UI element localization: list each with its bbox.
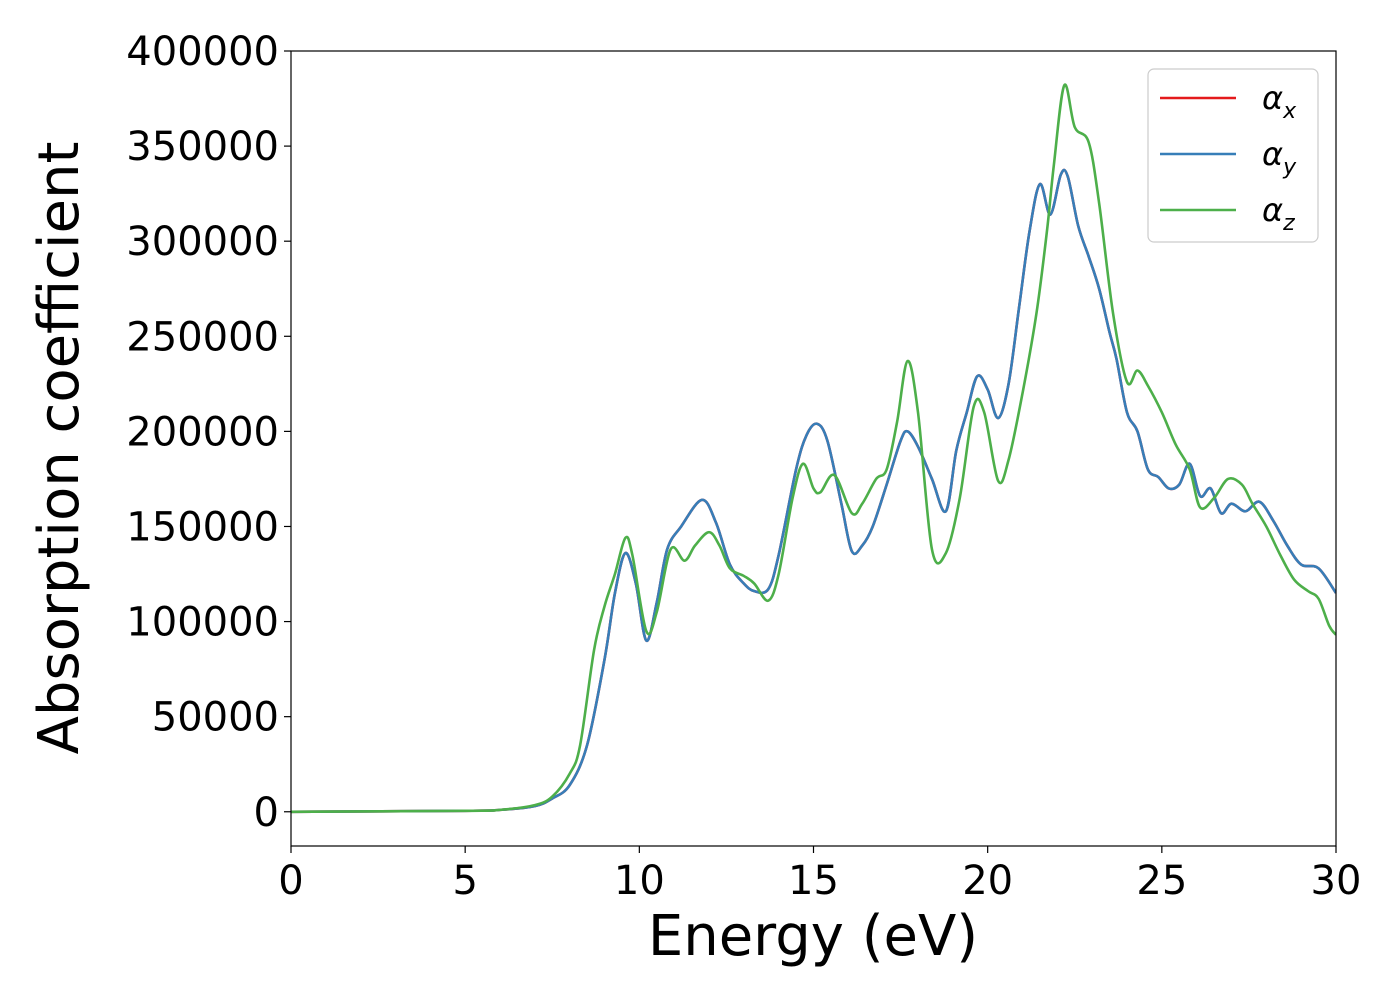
x-axis-title: Energy (eV): [648, 904, 978, 969]
y-tick-label: 150000: [126, 504, 279, 550]
series-line-z: [291, 83, 1336, 814]
y-axis-title: Absorption coefficient: [27, 142, 92, 755]
x-tick-label: 25: [1136, 858, 1187, 904]
x-tick-label: 5: [452, 858, 477, 904]
x-tick-label: 20: [962, 858, 1013, 904]
x-tick-label: 15: [788, 858, 839, 904]
y-axis: 0 50000 100000 150000 200000 250000 300000 3500…: [126, 29, 291, 836]
legend-box: [1147, 68, 1319, 243]
y-tick-label: 50000: [152, 695, 279, 741]
legend: αx αy αz: [1147, 68, 1319, 243]
y-tick-label: 100000: [126, 600, 279, 646]
legend-label-x: αx: [1262, 79, 1297, 124]
series-line-y: [291, 168, 1336, 814]
y-tick-label: 250000: [126, 314, 279, 360]
y-tick-label: 400000: [126, 29, 279, 75]
x-tick-label: 10: [614, 858, 665, 904]
y-tick-label: 200000: [126, 409, 279, 455]
x-tick-label: 0: [278, 858, 303, 904]
x-axis: 0 5 10 15 20 25 30: [278, 846, 1361, 904]
x-tick-label: 30: [1311, 858, 1362, 904]
legend-label-y: αy: [1262, 135, 1297, 180]
y-tick-label: 350000: [126, 124, 279, 170]
series-lines: [291, 83, 1336, 814]
y-tick-label: 300000: [126, 219, 279, 265]
legend-label-z: αz: [1262, 191, 1295, 236]
y-tick-label: 0: [254, 790, 279, 836]
